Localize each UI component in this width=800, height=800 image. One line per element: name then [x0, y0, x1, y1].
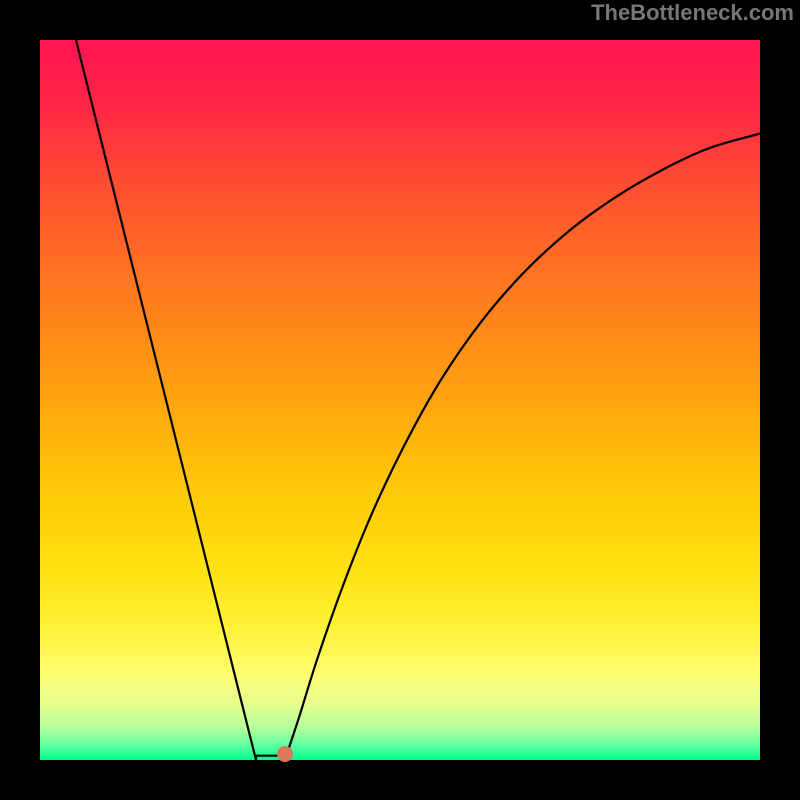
optimum-marker: [277, 746, 293, 762]
plot-area: [40, 40, 760, 760]
curve-layer: [40, 40, 760, 760]
watermark-text: TheBottleneck.com: [591, 0, 794, 26]
bottleneck-curve: [76, 40, 760, 760]
chart-frame: TheBottleneck.com: [0, 0, 800, 800]
